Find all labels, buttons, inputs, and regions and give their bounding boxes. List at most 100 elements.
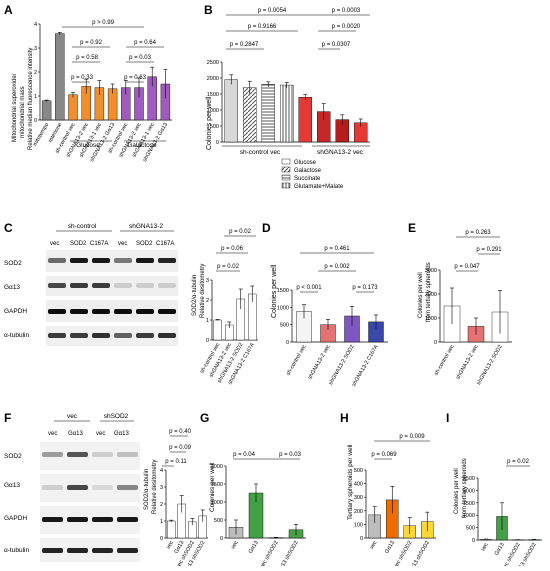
y-tick-label: 500 bbox=[466, 526, 475, 532]
y-tick-label: 100 bbox=[354, 522, 363, 528]
panel-b-pvalue: p = 0.2847 bbox=[230, 42, 259, 48]
blot-band bbox=[136, 333, 154, 338]
panel-g-pvalue: p = 0.03 bbox=[279, 452, 302, 458]
y-tick-label: 500 bbox=[210, 124, 219, 130]
panel-letter-d: D bbox=[262, 221, 271, 235]
y-tick-label: 0 bbox=[360, 536, 363, 542]
y-tick-label: 2500 bbox=[207, 60, 219, 66]
y-tick-label: 0 bbox=[220, 536, 223, 542]
category-label: vec bbox=[480, 542, 490, 553]
category-label: Gα13 bbox=[173, 540, 185, 555]
y-tick-label: 500 bbox=[354, 468, 363, 474]
category-label: vec bbox=[230, 540, 240, 551]
panel-b-group-shgna13: shGNA13-2 vec bbox=[317, 149, 364, 156]
blot-header-control: sh-control bbox=[68, 223, 97, 230]
y-tick-label: 2 bbox=[34, 70, 37, 76]
blot-band bbox=[42, 452, 63, 457]
category-label: shGNA13-2 SOD2 bbox=[328, 344, 356, 386]
panel-letter-g: G bbox=[200, 411, 209, 425]
legend-label-glucose: Glucose bbox=[294, 160, 317, 166]
y-tick-label: 3 bbox=[160, 485, 163, 491]
panel-d-pvalues: p = 0.461 p = 0.002 p < 0.001 p = 0.173 bbox=[296, 246, 378, 293]
y-tick-label: 2 bbox=[206, 298, 209, 304]
blot-band bbox=[48, 333, 66, 338]
panel-h-pvalue: p = 0.069 bbox=[371, 452, 397, 458]
panel-e-ylabel-2: from tertiary spheroids bbox=[426, 262, 432, 322]
y-tick-label: 3000 bbox=[425, 268, 437, 274]
panel-a-ylabel-1: Mitochondrial superoxide/ bbox=[12, 73, 18, 142]
panel-f-ylabel-1: SOD2/α-tubulin bbox=[144, 469, 150, 510]
panel-letter-c: C bbox=[4, 221, 13, 235]
y-tick-label: 400 bbox=[354, 482, 363, 488]
panel-f-pvalue: p = 0.09 bbox=[169, 445, 192, 451]
panel-letter-h: H bbox=[340, 411, 349, 425]
category-label: shGNA13-2 vec bbox=[307, 344, 332, 381]
panel-d-pvalue: p = 0.002 bbox=[324, 264, 350, 270]
y-tick-label: 500 bbox=[214, 518, 223, 524]
y-tick-label: 2000 bbox=[425, 292, 437, 298]
panel-a-pvalue: p = 0.92 bbox=[80, 40, 103, 46]
panel-a-ylabel-3: Relative median fluorescence intensity bbox=[28, 48, 34, 150]
bar bbox=[224, 79, 238, 143]
category-label: vec bbox=[166, 540, 176, 551]
panel-e-ylabel-1: Colonies per well bbox=[418, 272, 424, 318]
bar bbox=[213, 319, 222, 341]
blot-row-label-gapdh: GAPDH bbox=[4, 308, 27, 315]
blot-band bbox=[92, 309, 110, 314]
panel-letter-i: I bbox=[446, 411, 449, 425]
blot-header-shgna13: shGNA13-2 bbox=[129, 223, 163, 230]
blot-band bbox=[158, 258, 176, 263]
blot-band bbox=[70, 258, 88, 263]
panel-c-ylabel-2: Relative desitometry bbox=[200, 264, 206, 318]
panel-a-pvalue: p > 0.99 bbox=[92, 20, 115, 26]
panel-c-blot: sh-control shGNA13-2 vec SOD2 C167A vec … bbox=[4, 223, 178, 346]
legend-swatch-galactose bbox=[281, 166, 291, 173]
panel-c-pvalue: p = 0.02 bbox=[217, 264, 240, 270]
blot-row-label-sod2: SOD2 bbox=[4, 260, 22, 267]
panel-b-ylabel: Colonies per well bbox=[206, 96, 213, 150]
blot-lane-label: vec bbox=[96, 431, 105, 437]
blot-band bbox=[117, 452, 138, 457]
blot-lane-label: Gα13 bbox=[114, 431, 129, 437]
category-label: shGNA13-2 SOD2 bbox=[476, 344, 504, 386]
bar bbox=[261, 84, 275, 143]
blot-lane-label: Gα13 bbox=[68, 431, 83, 437]
panel-d-pvalue: p = 0.173 bbox=[352, 285, 378, 291]
y-tick-label: 4 bbox=[34, 22, 37, 28]
panel-e-pvalue: p = 0.263 bbox=[465, 230, 491, 236]
panel-g-pvalues: p = 0.04 p = 0.03 bbox=[233, 452, 302, 460]
y-tick-label: 1 bbox=[206, 318, 209, 324]
panel-a-pvalue: p = 0.33 bbox=[71, 75, 94, 81]
panel-f-pvalue: p = 0.40 bbox=[169, 429, 192, 435]
y-tick-label: 1500 bbox=[207, 92, 219, 98]
blot-lane-label: vec bbox=[118, 241, 127, 247]
category-label: Gα13 bbox=[248, 540, 260, 555]
blot-row-label-ga13: Gα13 bbox=[4, 482, 20, 489]
blot-band bbox=[158, 333, 176, 338]
blot-band bbox=[92, 485, 113, 490]
panel-f-blot: vec shSOD2 vec Gα13 vec Gα13 SOD2 Gα13 G… bbox=[4, 413, 140, 562]
blot-band bbox=[158, 309, 176, 314]
blot-lane-label: C167A bbox=[90, 241, 108, 247]
blot-band bbox=[92, 452, 113, 457]
y-tick-label: 0 bbox=[472, 538, 475, 544]
y-tick-label: 1 bbox=[34, 94, 37, 100]
y-tick-label: 1000 bbox=[463, 513, 475, 519]
panel-b-group-control: sh-control vec bbox=[240, 149, 281, 156]
bar bbox=[243, 87, 257, 143]
panel-letter-b: B bbox=[204, 3, 213, 17]
panel-i-pvalues: p = 0.02 bbox=[506, 459, 530, 467]
y-tick-label: 0 bbox=[34, 118, 37, 124]
y-tick-label: 300 bbox=[354, 495, 363, 501]
blot-band bbox=[48, 258, 66, 263]
blot-band bbox=[67, 517, 88, 522]
blot-header-vec: vec bbox=[67, 413, 78, 420]
blot-lane-label: vec bbox=[50, 241, 59, 247]
blot-band bbox=[136, 283, 154, 288]
panel-b-pvalue: p = 0.0054 bbox=[258, 8, 287, 14]
blot-band bbox=[70, 309, 88, 314]
y-tick-label: 4 bbox=[160, 468, 163, 474]
blot-band bbox=[92, 283, 110, 288]
blot-band bbox=[92, 517, 113, 522]
